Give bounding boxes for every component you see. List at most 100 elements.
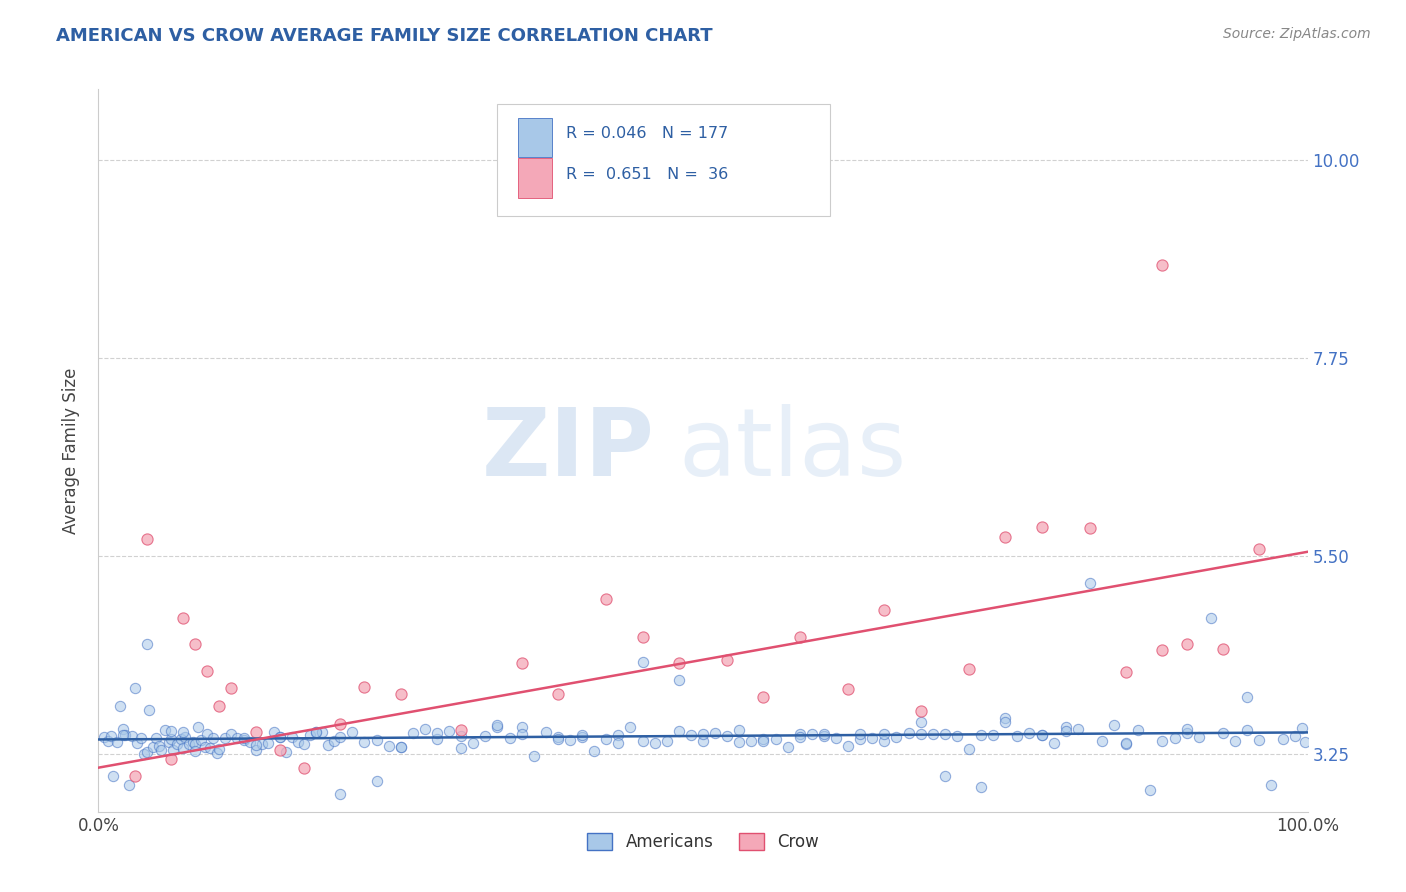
Point xyxy=(323,734,346,748)
Point xyxy=(873,727,896,741)
Point xyxy=(150,743,173,757)
Point xyxy=(142,740,165,755)
Point xyxy=(1236,723,1258,738)
Point xyxy=(800,727,823,741)
Point xyxy=(108,698,131,713)
Point xyxy=(668,657,690,671)
Point xyxy=(1294,735,1316,749)
Point xyxy=(413,722,436,736)
Point xyxy=(305,725,328,739)
Point xyxy=(1018,726,1040,740)
Point xyxy=(1054,720,1077,734)
Point xyxy=(124,681,146,696)
Point xyxy=(269,743,291,757)
Point xyxy=(486,720,509,734)
Point xyxy=(232,731,254,746)
Point xyxy=(957,662,980,676)
Y-axis label: Average Family Size: Average Family Size xyxy=(62,368,80,533)
Point xyxy=(981,728,1004,742)
Point xyxy=(1236,690,1258,705)
Point xyxy=(118,778,141,792)
Point xyxy=(849,731,872,746)
Point xyxy=(135,532,157,546)
Point xyxy=(269,731,291,745)
Point xyxy=(105,735,128,749)
Point xyxy=(172,741,194,756)
Point xyxy=(1152,259,1174,273)
Point xyxy=(934,769,956,783)
Point xyxy=(910,726,932,740)
Point xyxy=(145,731,167,745)
Point xyxy=(571,730,593,744)
Point xyxy=(886,730,908,744)
Point xyxy=(97,734,120,748)
Point xyxy=(162,743,184,757)
Point xyxy=(692,733,714,747)
Point xyxy=(179,737,201,751)
Point xyxy=(305,724,328,739)
FancyBboxPatch shape xyxy=(498,103,830,216)
Point xyxy=(692,727,714,741)
Point xyxy=(194,740,217,755)
Point xyxy=(121,729,143,743)
Point xyxy=(292,737,315,751)
Point xyxy=(765,732,787,747)
Point xyxy=(837,739,859,753)
Point xyxy=(208,742,231,756)
Point xyxy=(849,726,872,740)
Point xyxy=(263,724,285,739)
Point xyxy=(934,726,956,740)
Point xyxy=(256,736,278,750)
Point xyxy=(1128,723,1150,738)
Point xyxy=(994,530,1017,544)
Point xyxy=(752,731,775,746)
Point xyxy=(437,724,460,739)
Point xyxy=(157,734,180,748)
Text: AMERICAN VS CROW AVERAGE FAMILY SIZE CORRELATION CHART: AMERICAN VS CROW AVERAGE FAMILY SIZE COR… xyxy=(56,27,713,45)
Point xyxy=(897,726,920,740)
Point xyxy=(426,731,449,746)
Point xyxy=(311,725,333,739)
Point xyxy=(1223,734,1246,748)
Point xyxy=(619,720,641,734)
Point xyxy=(389,687,412,701)
Legend: Americans, Crow: Americans, Crow xyxy=(581,826,825,857)
Point xyxy=(226,731,249,746)
Point xyxy=(129,731,152,746)
Point xyxy=(1078,575,1101,590)
Point xyxy=(1199,611,1222,625)
Point xyxy=(1115,736,1137,750)
Point xyxy=(668,673,690,687)
Point xyxy=(1152,734,1174,748)
Point xyxy=(728,735,751,749)
Point xyxy=(1175,637,1198,651)
Point xyxy=(93,730,115,744)
Point xyxy=(510,727,533,741)
Point xyxy=(595,731,617,746)
Point xyxy=(1188,731,1211,745)
Point xyxy=(160,752,183,766)
Point xyxy=(160,723,183,738)
Point xyxy=(957,741,980,756)
Point xyxy=(353,680,375,694)
Point xyxy=(426,725,449,739)
Point xyxy=(679,728,702,742)
Point xyxy=(402,726,425,740)
Point xyxy=(329,787,352,801)
Point xyxy=(1054,724,1077,739)
Point xyxy=(1115,737,1137,751)
Point xyxy=(127,736,149,750)
Point xyxy=(172,724,194,739)
Point xyxy=(184,637,207,651)
Point xyxy=(250,738,273,752)
Point xyxy=(205,747,228,761)
Point xyxy=(124,769,146,783)
Point xyxy=(281,730,304,744)
Point xyxy=(1249,733,1271,747)
Point xyxy=(486,717,509,731)
Point xyxy=(837,681,859,696)
Point xyxy=(111,722,134,736)
Point xyxy=(1031,520,1053,534)
Point xyxy=(172,611,194,625)
Point xyxy=(813,729,835,743)
